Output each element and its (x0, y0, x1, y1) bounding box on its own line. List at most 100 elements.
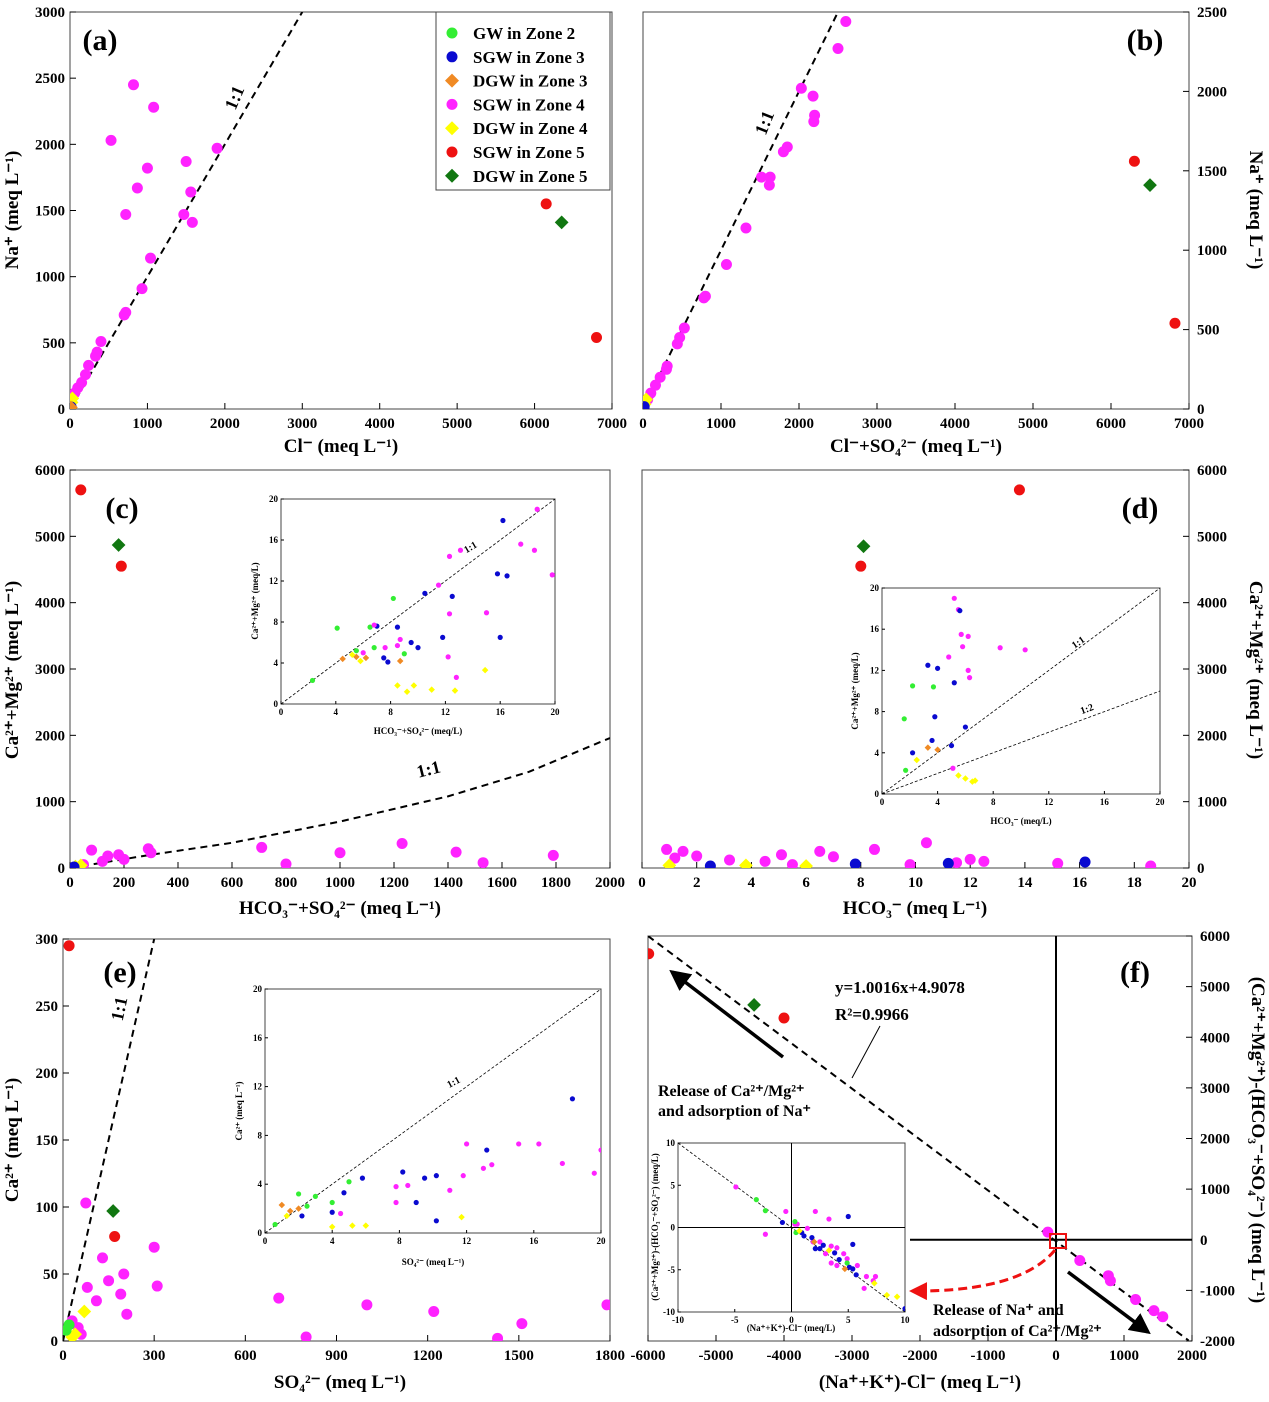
data-point (256, 841, 268, 853)
y-tick-label: 4000 (1200, 1030, 1230, 1046)
data-point (357, 657, 364, 665)
data-point (300, 1331, 312, 1341)
legend-circle-marker (446, 27, 458, 39)
x-tick-label: 0 (880, 797, 885, 807)
y-tick-label: 5000 (35, 529, 65, 545)
legend-circle-marker (446, 51, 458, 63)
data-point (762, 1208, 768, 1214)
y-axis-label: Na⁺ (meq L⁻¹) (1245, 151, 1266, 270)
data-point (393, 1199, 399, 1206)
data-point (360, 650, 366, 656)
x-tick-label: 0 (1052, 1348, 1060, 1364)
y-tick-label: 2500 (1197, 5, 1227, 21)
data-point (1143, 178, 1157, 192)
plot-area (70, 12, 603, 409)
x-axis-label: (Na⁺+K⁺)-Cl⁻ (meq/L) (747, 1323, 836, 1333)
x-tick-label: 5000 (442, 416, 472, 432)
data-point (80, 1197, 92, 1209)
data-point (121, 1308, 133, 1320)
regression-r2: R²=0.9966 (835, 1005, 909, 1024)
annotation-text: Release of Na⁺ and (933, 1302, 1064, 1319)
data-point (962, 775, 969, 782)
data-point (428, 686, 435, 693)
data-point (903, 767, 909, 773)
y-tick-label: 0 (1197, 861, 1205, 877)
data-point (489, 1162, 495, 1168)
data-point (148, 101, 160, 113)
data-point (457, 547, 464, 553)
panel-label: (d) (1122, 492, 1159, 525)
data-point (1042, 1226, 1054, 1238)
y-tick-label: 0 (58, 402, 66, 418)
data-point (458, 1213, 465, 1221)
reference-line (281, 499, 555, 704)
x-tick-label: 16 (529, 1236, 539, 1246)
data-point (724, 854, 736, 866)
legend-frame (435, 11, 611, 191)
data-point (836, 1257, 842, 1263)
x-axis-label: Cl⁻+SO₄²⁻ (meq L⁻¹) (830, 436, 1002, 457)
y-tick-label: 12 (253, 1082, 263, 1092)
data-point (90, 1295, 102, 1307)
data-point (433, 1173, 439, 1179)
data-point (909, 750, 916, 756)
annotation-text: Release of Ca²⁺/Mg²⁺ (658, 1083, 804, 1100)
data-point (446, 553, 453, 560)
data-point (841, 1251, 847, 1257)
data-point (598, 1147, 601, 1153)
data-point (312, 1193, 318, 1199)
x-tick-label: 1000 (706, 416, 736, 432)
data-point (483, 610, 490, 616)
plot-area (265, 989, 601, 1233)
x-tick-label: 4 (748, 875, 756, 891)
data-point (965, 633, 971, 640)
data-point (178, 208, 190, 220)
x-tick-label: 18 (1127, 875, 1142, 891)
data-point (855, 560, 867, 572)
data-point (654, 371, 666, 383)
x-tick-label: 4000 (365, 416, 395, 432)
data-point (451, 687, 459, 694)
x-tick-label: -3000 (835, 1348, 870, 1364)
y-tick-label: 0 (258, 1228, 263, 1238)
data-point (649, 379, 661, 391)
reference-line (648, 936, 1190, 1341)
y-tick-label: 2000 (1197, 84, 1227, 100)
panel-f-annotations: y=1.0016x+4.9078 R²=0.9966 Release of Ca²⁺… (658, 969, 1151, 1340)
y-tick-label: -5 (668, 1265, 676, 1275)
data-point (827, 851, 839, 863)
data-point (850, 1241, 856, 1247)
data-point (902, 1306, 905, 1312)
data-point (500, 517, 506, 524)
panel-label: (c) (105, 492, 138, 525)
data-point (449, 593, 455, 599)
data-point (920, 837, 932, 849)
legend-item: DGW in Zone 5 (445, 167, 587, 186)
y-tick-label: 20 (253, 984, 263, 994)
data-point (854, 1262, 860, 1269)
x-tick-label: 6 (802, 875, 810, 891)
x-tick-label: 16 (1100, 797, 1110, 807)
y-tick-label: 2500 (35, 71, 65, 87)
x-tick-label: 1000 (1109, 1348, 1139, 1364)
data-point (492, 1332, 504, 1341)
y-tick-label: 16 (269, 535, 279, 545)
data-point (569, 1096, 576, 1102)
data-point (925, 662, 931, 668)
data-point (662, 858, 677, 868)
data-point (871, 1280, 878, 1287)
data-point (504, 573, 510, 579)
data-point (853, 1272, 859, 1278)
data-point (909, 683, 916, 689)
data-point (951, 857, 963, 868)
data-point (481, 666, 489, 674)
data-point (415, 645, 421, 651)
inset-plot: 0 4 8 12 16 20 0 4 8 12 16 20 HCO₃⁻+SO₄²⁻ (meq/L) Ca²… (250, 494, 560, 736)
x-tick-label: 2 (693, 875, 701, 891)
x-tick-label: 1800 (541, 875, 571, 891)
data-point (966, 675, 973, 681)
data-point (677, 845, 689, 857)
legend-label: DGW in Zone 5 (473, 167, 587, 186)
y-tick-label: 2000 (35, 728, 65, 744)
highlight-square (1049, 1233, 1067, 1249)
